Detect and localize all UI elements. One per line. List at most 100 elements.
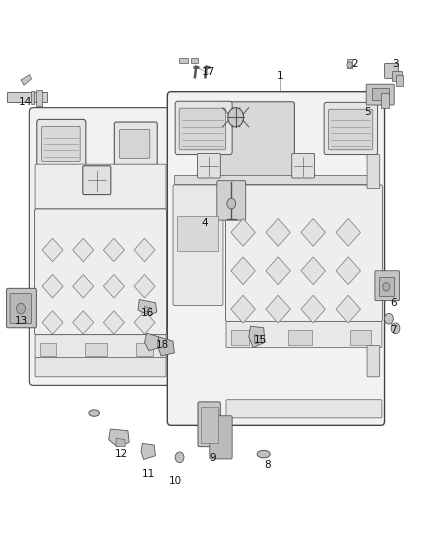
- Circle shape: [383, 282, 390, 291]
- Polygon shape: [103, 238, 124, 262]
- Circle shape: [391, 323, 400, 334]
- FancyBboxPatch shape: [324, 102, 378, 155]
- Polygon shape: [73, 274, 94, 298]
- FancyBboxPatch shape: [114, 122, 157, 165]
- Bar: [201, 407, 218, 443]
- FancyBboxPatch shape: [10, 294, 32, 324]
- Text: 12: 12: [115, 449, 128, 459]
- FancyBboxPatch shape: [37, 119, 86, 168]
- Circle shape: [228, 108, 244, 127]
- Polygon shape: [336, 257, 360, 285]
- Polygon shape: [134, 274, 155, 298]
- FancyBboxPatch shape: [366, 84, 394, 105]
- Polygon shape: [42, 238, 63, 262]
- Polygon shape: [266, 219, 290, 246]
- Polygon shape: [231, 295, 255, 323]
- Polygon shape: [109, 429, 129, 447]
- FancyBboxPatch shape: [167, 92, 385, 425]
- Bar: [40, 343, 56, 356]
- Polygon shape: [21, 75, 32, 85]
- FancyBboxPatch shape: [367, 345, 380, 377]
- FancyBboxPatch shape: [7, 288, 36, 328]
- Polygon shape: [138, 300, 157, 316]
- Bar: [396, 75, 403, 86]
- FancyBboxPatch shape: [226, 400, 382, 418]
- Polygon shape: [134, 311, 155, 334]
- Bar: [36, 90, 42, 106]
- FancyBboxPatch shape: [42, 126, 80, 161]
- Circle shape: [17, 303, 25, 314]
- Text: 8: 8: [265, 460, 272, 470]
- Polygon shape: [301, 257, 325, 285]
- Polygon shape: [336, 295, 360, 323]
- Text: 16: 16: [141, 309, 154, 318]
- FancyBboxPatch shape: [198, 154, 220, 178]
- FancyBboxPatch shape: [328, 109, 373, 150]
- Text: 2: 2: [351, 59, 358, 69]
- FancyBboxPatch shape: [120, 130, 150, 158]
- Bar: [85, 343, 107, 356]
- FancyBboxPatch shape: [173, 185, 223, 305]
- Polygon shape: [336, 219, 360, 246]
- Bar: [347, 59, 352, 68]
- FancyBboxPatch shape: [210, 416, 232, 459]
- Polygon shape: [145, 306, 152, 312]
- Polygon shape: [249, 326, 265, 348]
- Text: 11: 11: [141, 470, 155, 479]
- Text: 5: 5: [364, 107, 371, 117]
- Polygon shape: [301, 219, 325, 246]
- Bar: [350, 330, 371, 345]
- Bar: [379, 277, 394, 296]
- Text: 10: 10: [169, 476, 182, 486]
- FancyBboxPatch shape: [35, 164, 166, 209]
- Polygon shape: [254, 335, 261, 344]
- Bar: [231, 330, 249, 345]
- FancyBboxPatch shape: [198, 402, 220, 447]
- Polygon shape: [73, 238, 94, 262]
- Bar: [177, 216, 218, 251]
- FancyBboxPatch shape: [375, 271, 399, 301]
- Text: 17: 17: [202, 67, 215, 77]
- Bar: [7, 92, 47, 102]
- Bar: [174, 175, 377, 184]
- FancyBboxPatch shape: [179, 108, 226, 150]
- Bar: [372, 88, 389, 100]
- Bar: [31, 91, 34, 104]
- FancyBboxPatch shape: [217, 181, 246, 220]
- FancyBboxPatch shape: [385, 63, 399, 78]
- Polygon shape: [103, 311, 124, 334]
- Polygon shape: [42, 311, 63, 334]
- Text: 4: 4: [201, 218, 208, 228]
- Bar: [179, 58, 188, 63]
- Polygon shape: [231, 219, 255, 246]
- Circle shape: [385, 313, 393, 324]
- Polygon shape: [134, 238, 155, 262]
- Text: 3: 3: [392, 59, 399, 69]
- FancyBboxPatch shape: [83, 166, 111, 195]
- Text: 14: 14: [19, 98, 32, 107]
- Polygon shape: [145, 333, 160, 351]
- Bar: [392, 71, 402, 81]
- Text: 13: 13: [14, 316, 28, 326]
- FancyBboxPatch shape: [226, 321, 382, 348]
- FancyBboxPatch shape: [35, 209, 166, 335]
- Bar: [136, 343, 153, 356]
- Polygon shape: [42, 274, 63, 298]
- FancyBboxPatch shape: [292, 154, 314, 178]
- FancyBboxPatch shape: [35, 335, 166, 358]
- Text: 7: 7: [390, 326, 397, 335]
- Circle shape: [347, 62, 352, 68]
- Text: 1: 1: [277, 71, 284, 80]
- Polygon shape: [301, 295, 325, 323]
- Polygon shape: [231, 257, 255, 285]
- Text: 18: 18: [155, 341, 169, 350]
- Polygon shape: [266, 257, 290, 285]
- Polygon shape: [141, 443, 155, 459]
- FancyBboxPatch shape: [367, 155, 380, 189]
- Bar: [381, 93, 389, 108]
- Text: 9: 9: [209, 454, 216, 463]
- Polygon shape: [266, 295, 290, 323]
- FancyBboxPatch shape: [35, 358, 166, 377]
- Polygon shape: [116, 438, 125, 447]
- Bar: [191, 58, 198, 63]
